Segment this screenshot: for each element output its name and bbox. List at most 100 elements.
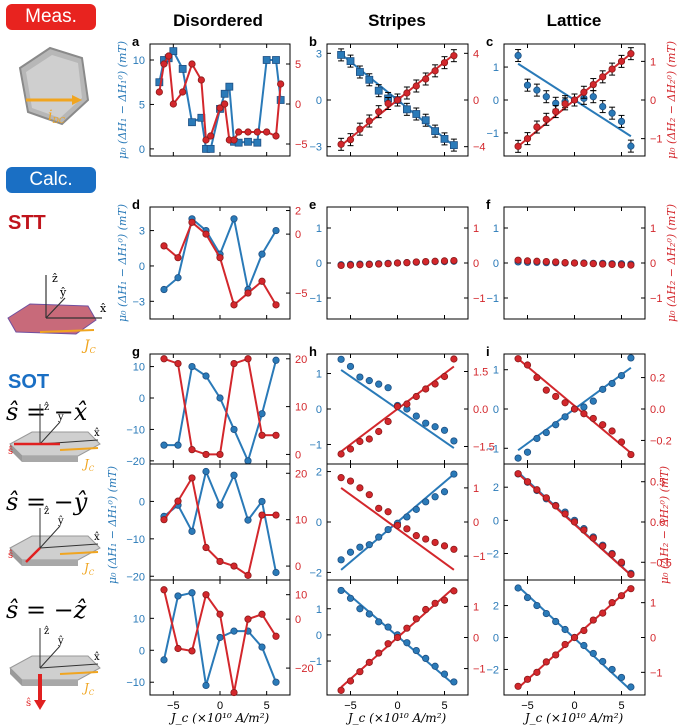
point-blue: [523, 593, 532, 602]
y-tick-label-right: 0: [295, 229, 301, 241]
panel-h: −1 0 1 −1.5 0.0 1.5 h: [309, 344, 495, 465]
point-red: [337, 686, 345, 694]
y-tick-label-right: 0.0: [650, 517, 665, 529]
point-blue: [580, 641, 588, 650]
y-tick-label-right: 1.5: [473, 367, 488, 379]
point-red: [244, 571, 252, 579]
point-red: [202, 591, 210, 599]
point-blue: [337, 586, 345, 595]
point-red: [412, 392, 420, 401]
point-red: [431, 380, 439, 388]
point-red: [514, 355, 522, 363]
point-red: [561, 399, 569, 407]
y-tick-label-right: 0: [295, 99, 301, 111]
point-blue: [356, 373, 364, 381]
point-blue: [365, 75, 374, 84]
point-red: [542, 658, 550, 666]
point-blue: [608, 379, 616, 388]
point-red: [221, 100, 229, 108]
point-red: [431, 67, 439, 75]
point-red: [533, 257, 541, 265]
point-red: [207, 132, 215, 140]
point-blue: [230, 215, 238, 223]
point-red: [627, 50, 635, 58]
point-red: [188, 218, 196, 226]
sot-plate-side: [22, 560, 78, 566]
point-red: [523, 135, 532, 143]
point-red: [608, 599, 616, 607]
y-tick-label-right: −5: [295, 288, 308, 300]
point-blue: [608, 665, 616, 674]
y-tick-label-right: −4: [473, 142, 486, 154]
point-red: [384, 260, 392, 268]
point-red: [599, 421, 607, 429]
point-red: [346, 477, 355, 485]
point-red: [627, 585, 635, 593]
point-red: [450, 256, 458, 265]
point-blue: [337, 355, 345, 363]
y-tick-label-right: 0: [473, 258, 479, 270]
point-red: [356, 484, 364, 492]
point-blue: [374, 86, 383, 95]
y-tick-label-left: −10: [126, 424, 145, 436]
point-red: [617, 438, 626, 446]
y-tick-label-right: 0: [295, 449, 301, 461]
panel-letter: g: [132, 344, 140, 359]
point-blue: [202, 467, 210, 476]
point-blue: [403, 513, 411, 521]
point-blue: [262, 56, 271, 64]
point-blue: [365, 541, 373, 549]
point-red: [552, 258, 560, 266]
point-red: [533, 373, 541, 382]
point-red: [272, 511, 280, 519]
y-tick-label-right: 10: [295, 515, 307, 527]
panel-o: −5 0 5 −2 0 2 −1 0 1: [486, 579, 663, 712]
idc-label: iDC: [48, 108, 65, 125]
point-blue: [346, 594, 355, 602]
y-tick-label-left: 10: [133, 362, 145, 374]
point-blue: [523, 81, 532, 89]
point-red: [188, 446, 196, 454]
point-red: [589, 534, 597, 542]
panel-g: −20 −10 0 10 0 10 20 g: [126, 344, 307, 468]
point-red: [235, 128, 243, 136]
point-red: [346, 677, 355, 685]
sot-plate-side: [22, 456, 78, 462]
point-red: [599, 542, 607, 550]
point-red: [514, 470, 522, 478]
point-red: [365, 491, 373, 499]
point-red: [160, 586, 168, 594]
x-tick-label: −5: [521, 700, 534, 712]
point-blue: [627, 142, 635, 150]
point-blue: [627, 354, 635, 362]
sot-x-axis: [39, 663, 99, 669]
point-red: [202, 543, 210, 552]
point-red: [412, 82, 420, 90]
sot-s-label: ŝ: [8, 446, 13, 457]
point-red: [627, 570, 635, 578]
sot-x-label: x̂: [94, 428, 100, 439]
point-red: [384, 640, 392, 648]
point-red: [179, 88, 187, 96]
y-tick-label-left: 1: [316, 604, 322, 616]
point-blue: [160, 441, 168, 449]
y-axis-label-right-1: μ₀ (ΔH₂ − ΔH₂⁰) (mT): [665, 41, 678, 159]
point-red: [608, 550, 616, 558]
sot-diagram-1: ẑŷ x̂ JC ŝ: [8, 402, 101, 473]
y-tick-label-left: 0: [493, 258, 499, 270]
point-blue: [356, 605, 364, 613]
panel-n: −5 0 5 −1 0 1 −1 0 1: [309, 579, 486, 712]
point-red: [440, 59, 449, 67]
point-blue: [337, 50, 346, 59]
x-axis-label: J_c (×10¹⁰ A/m²): [168, 711, 270, 725]
point-blue: [206, 144, 215, 153]
point-blue: [244, 516, 252, 524]
meas-badge: Meas.: [6, 4, 96, 30]
point-red: [412, 258, 420, 266]
y-tick-label-left: 10: [133, 613, 145, 625]
point-red: [403, 259, 411, 267]
point-red: [422, 605, 430, 614]
